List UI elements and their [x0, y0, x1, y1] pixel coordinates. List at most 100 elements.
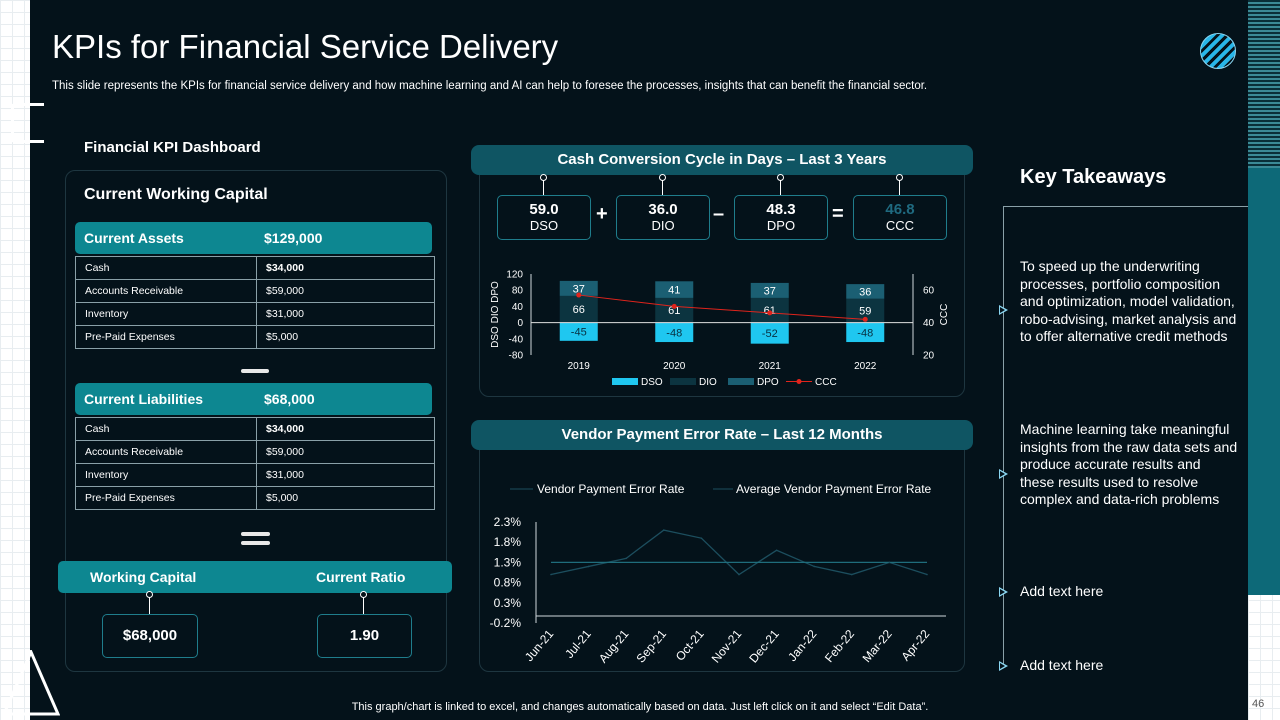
table-row: Inventory $31,000	[75, 463, 435, 487]
page-title: KPIs for Financial Service Delivery	[52, 28, 559, 65]
table-row: Pre-Paid Expenses $5,000	[75, 325, 435, 349]
y-tick-label: 0.8%	[494, 576, 522, 590]
y-tick-label: 0.3%	[494, 596, 522, 610]
row-label: Cash	[75, 417, 257, 441]
bar-dio	[655, 297, 694, 323]
y-tick-label: 1.3%	[494, 555, 522, 569]
ccc-point	[671, 303, 677, 309]
table-row: Pre-Paid Expenses $5,000	[75, 486, 435, 510]
current-ratio-label: Current Ratio	[316, 569, 406, 585]
row-label: Pre-Paid Expenses	[75, 325, 257, 349]
row-value: $34,000	[256, 417, 435, 441]
row-value: $34,000	[256, 256, 435, 280]
error-rate-point	[926, 573, 928, 576]
error-rate-point	[738, 573, 740, 576]
error-rate-point	[775, 549, 778, 552]
label-dio: 61	[668, 305, 680, 317]
y-tick-label: -40	[509, 334, 524, 345]
y-tick-label: -0.2%	[490, 616, 522, 630]
error-rate-point	[813, 565, 815, 568]
row-value: $31,000	[256, 302, 435, 326]
connector-dot	[360, 591, 367, 598]
bar-dso	[750, 322, 789, 344]
row-value: $59,000	[256, 279, 435, 303]
y-tick-label: 120	[506, 270, 523, 281]
x-tick-label: Dec-21	[746, 627, 782, 666]
connector	[149, 595, 150, 614]
error-rate-point	[888, 561, 891, 564]
ccc-label: CCC	[885, 218, 915, 233]
ccc-line	[578, 294, 866, 320]
takeaway-item: Add text here	[1020, 657, 1104, 673]
y-tick-label: 0	[517, 318, 523, 329]
row-label: Accounts Receivable	[75, 440, 257, 464]
x-tick-label: Aug-21	[596, 627, 632, 666]
liabilities-table: Cash $34,000 Accounts Receivable $59,000 I…	[75, 417, 435, 510]
dio-label: DIO	[651, 218, 675, 233]
ccc-point	[767, 310, 773, 316]
x-tick-label: Sep-21	[633, 627, 669, 666]
label-dso: -48	[666, 327, 682, 339]
minus-sign-icon: –	[713, 203, 725, 225]
label-dpo: 37	[573, 283, 585, 295]
legend-label: Average Vendor Payment Error Rate	[736, 482, 932, 496]
bullet-icon	[999, 305, 1008, 315]
page-number: 46	[1252, 698, 1265, 710]
label-dpo: 41	[668, 285, 680, 297]
x-tick-label: 2021	[759, 361, 782, 372]
row-label: Inventory	[75, 463, 257, 487]
row-label: Pre-Paid Expenses	[75, 486, 257, 510]
label-dso: -52	[762, 328, 778, 340]
table-row: Cash $34,000	[75, 256, 435, 280]
table-row: Accounts Receivable $59,000	[75, 279, 435, 303]
takeaways-title: Key Takeaways	[1020, 166, 1167, 188]
current-liabilities-header: Current Liabilities $68,000	[75, 383, 432, 415]
x-tick-label: Nov-21	[709, 627, 745, 666]
y2-tick-label: 40	[923, 318, 935, 329]
y-tick-label: 2.3%	[494, 515, 522, 529]
dio-value: 36.0	[648, 201, 678, 218]
bullet-icon	[999, 469, 1008, 479]
row-label: Inventory	[75, 302, 257, 326]
dio-box: 36.0 DIO	[616, 195, 710, 240]
error-rate-line	[550, 529, 928, 576]
current-liabilities-label: Current Liabilities	[84, 391, 204, 407]
row-label: Cash	[75, 256, 257, 280]
error-rate-point	[550, 573, 552, 576]
current-assets-total: $129,000	[264, 230, 323, 246]
x-tick-label: Jun-21	[522, 627, 557, 664]
connector	[363, 595, 364, 614]
current-assets-header: Current Assets $129,000	[75, 222, 432, 254]
dashboard-title: Financial KPI Dashboard	[84, 139, 261, 156]
working-capital-label: Working Capital	[90, 569, 197, 585]
current-ratio-value: 1.90	[317, 614, 412, 658]
legend-swatch-dio	[670, 378, 696, 385]
bullet-icon	[999, 661, 1008, 671]
x-tick-label: 2019	[568, 361, 591, 372]
label-dpo: 36	[859, 286, 871, 298]
bar-dso	[655, 322, 694, 343]
dpo-label: DPO	[766, 218, 796, 233]
dso-value: 59.0	[529, 201, 559, 218]
triangle-decoration	[2, 650, 60, 716]
working-capital-header: Working Capital Current Ratio	[58, 561, 452, 593]
current-liabilities-total: $68,000	[264, 391, 315, 407]
legend-swatch-ccc-dot	[796, 379, 802, 384]
x-tick-label: Apr-22	[898, 627, 932, 664]
x-tick-label: Oct-21	[673, 627, 707, 664]
y2-tick-label: 60	[923, 286, 935, 297]
error-rate-point	[625, 557, 627, 560]
divider	[1003, 206, 1248, 207]
row-value: $5,000	[256, 325, 435, 349]
row-label: Accounts Receivable	[75, 279, 257, 303]
dpo-box: 48.3 DPO	[734, 195, 828, 240]
table-row: Accounts Receivable $59,000	[75, 440, 435, 464]
error-rate-point	[851, 573, 853, 576]
legend-label: Vendor Payment Error Rate	[537, 482, 685, 496]
legend-label: DIO	[699, 377, 717, 388]
bar-dpo	[846, 284, 885, 299]
x-tick-label: Feb-22	[822, 627, 857, 665]
ccc-point	[576, 292, 582, 298]
ccc-point	[862, 316, 868, 322]
legend-label: DSO	[641, 377, 663, 388]
